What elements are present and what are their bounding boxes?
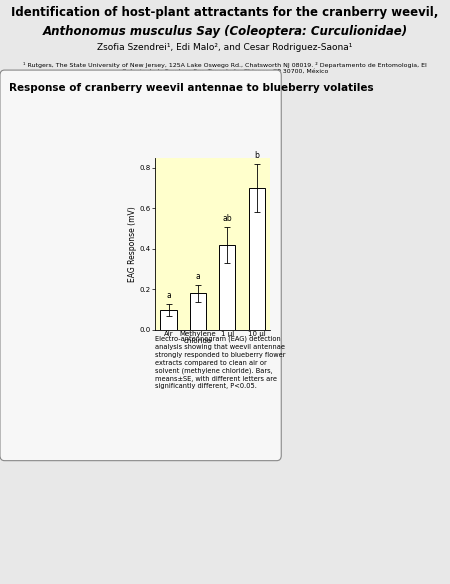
Bar (161, 310, 177, 330)
Text: ¹ Rutgers, The State University of New Jersey, 125A Lake Oswego Rd., Chatsworth : ¹ Rutgers, The State University of New J… (23, 62, 427, 74)
Text: a: a (166, 291, 171, 300)
Text: Response of cranberry weevil antennae to blueberry volatiles: Response of cranberry weevil antennae to… (9, 83, 374, 93)
Text: a: a (196, 272, 200, 281)
Text: b: b (254, 151, 259, 159)
FancyBboxPatch shape (0, 70, 281, 461)
Text: Electro-antennogram (EAG) detection
analysis showing that weevil antennae
strong: Electro-antennogram (EAG) detection anal… (155, 336, 286, 390)
Bar (219, 245, 235, 330)
Text: Zsofia Szendrei¹, Edi Malo², and Cesar Rodriguez-Saona¹: Zsofia Szendrei¹, Edi Malo², and Cesar R… (97, 43, 353, 53)
Text: ab: ab (222, 214, 232, 223)
Text: Identification of host-plant attractants for the cranberry weevil,: Identification of host-plant attractants… (11, 6, 439, 19)
Bar (190, 294, 206, 330)
Bar (248, 188, 265, 330)
Text: Anthonomus musculus Say (Coleoptera: Curculionidae): Anthonomus musculus Say (Coleoptera: Cur… (42, 25, 408, 37)
Y-axis label: EAG Response (mV): EAG Response (mV) (128, 206, 137, 281)
